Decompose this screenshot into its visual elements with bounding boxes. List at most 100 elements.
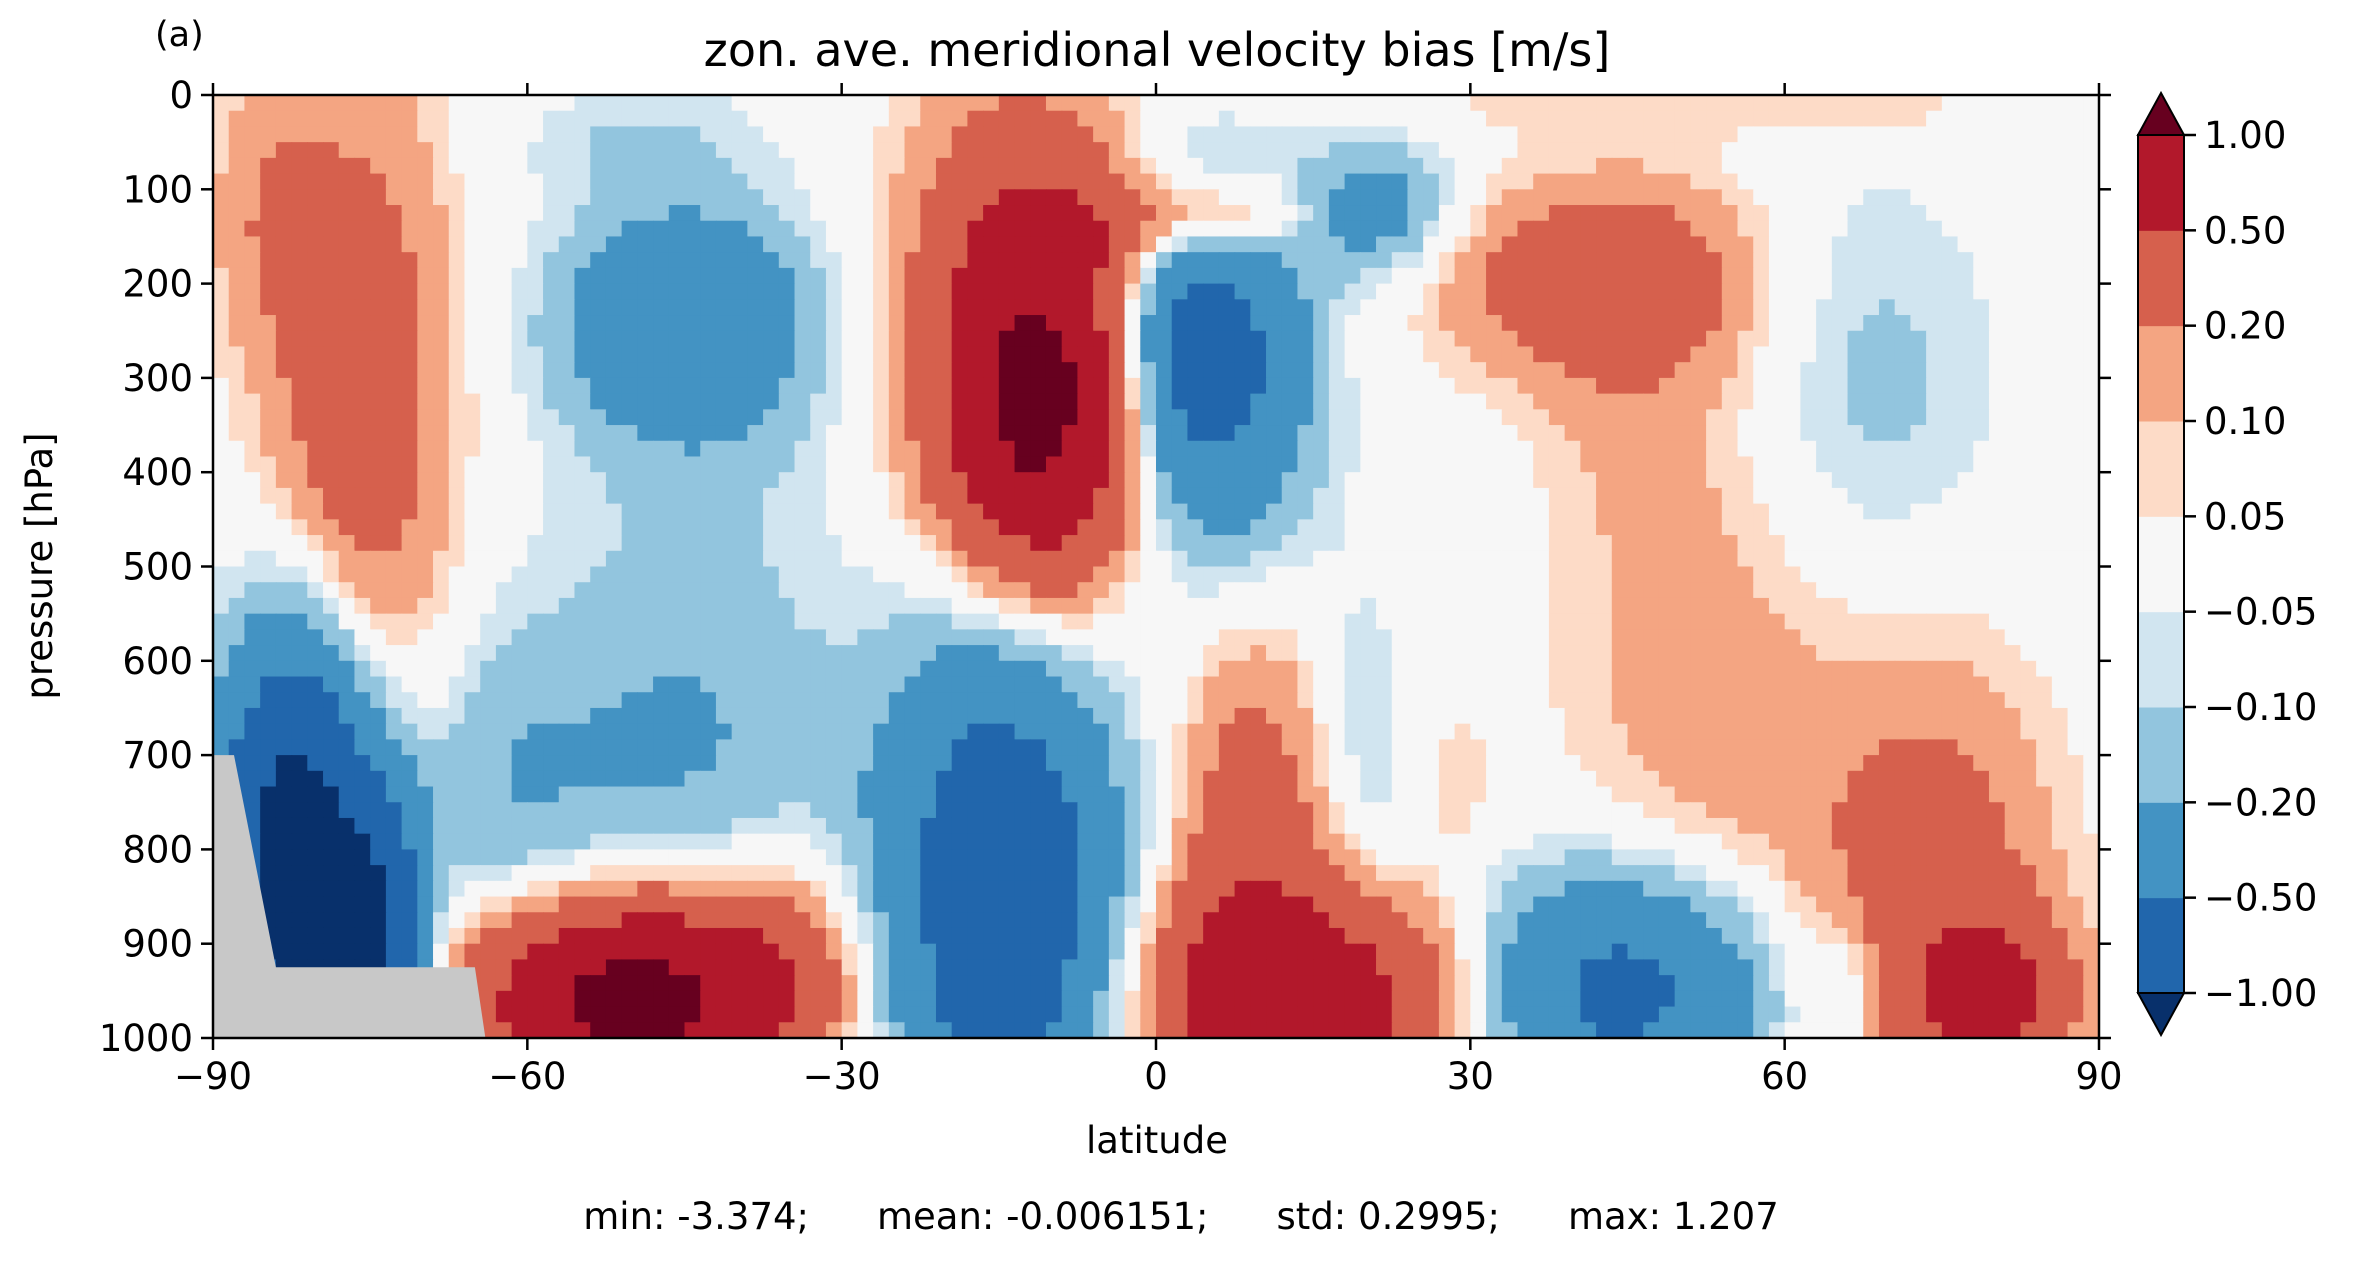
contour-cell <box>873 283 890 300</box>
contour-cell <box>543 660 560 678</box>
contour-cell <box>1218 487 1236 505</box>
contour-cell <box>1187 425 1204 442</box>
contour-cell <box>511 503 528 520</box>
contour-cell <box>1533 220 1550 238</box>
contour-cell <box>653 456 670 473</box>
contour-cell <box>1171 189 1189 206</box>
contour-cell <box>511 110 528 128</box>
contour-cell <box>1045 566 1063 583</box>
contour-cell <box>433 566 450 583</box>
contour-cell <box>1266 409 1283 426</box>
contour-cell <box>1093 613 1110 630</box>
contour-cell <box>1517 676 1534 693</box>
contour-cell <box>1360 142 1377 159</box>
contour-cell <box>983 582 1000 599</box>
contour-cell <box>1171 220 1189 238</box>
contour-cell <box>213 189 230 206</box>
contour-cell <box>1454 456 1471 473</box>
contour-cell <box>637 739 654 756</box>
contour-cell <box>1988 692 2006 709</box>
contour-cell <box>495 299 513 316</box>
contour-cell <box>260 110 277 128</box>
contour-cell <box>1266 645 1283 662</box>
contour-cell <box>1281 566 1299 583</box>
contour-cell <box>354 126 371 143</box>
contour-cell <box>1737 535 1754 552</box>
contour-cell <box>1658 425 1676 442</box>
contour-cell <box>1407 503 1424 520</box>
contour-cell <box>1910 676 1927 693</box>
contour-cell <box>1391 236 1409 253</box>
contour-cell <box>1533 456 1550 473</box>
contour-cell <box>1486 676 1503 693</box>
contour-cell <box>1124 550 1141 568</box>
contour-cell <box>1674 535 1691 552</box>
contour-cell <box>998 425 1016 442</box>
contour-cell <box>747 660 764 678</box>
contour-cell <box>841 252 858 269</box>
contour-cell <box>1203 126 1220 143</box>
contour-cell <box>1218 613 1236 630</box>
contour-cell <box>1344 173 1361 190</box>
contour-cell <box>1784 440 1801 458</box>
contour-cell <box>1454 597 1471 615</box>
contour-cell <box>417 110 434 128</box>
contour-cell <box>1297 346 1314 363</box>
contour-cell <box>2036 126 2053 143</box>
contour-cell <box>1250 535 1267 552</box>
contour-cell <box>1171 330 1189 348</box>
contour-cell <box>1124 236 1141 253</box>
contour-cell <box>448 126 466 143</box>
contour-cell <box>1470 267 1487 285</box>
contour-cell <box>1171 315 1189 332</box>
contour-cell <box>1328 739 1346 756</box>
contour-cell <box>228 456 246 473</box>
contour-cell <box>1596 362 1613 379</box>
contour-cell <box>1533 613 1550 630</box>
contour-cell <box>1863 456 1880 473</box>
contour-cell <box>653 425 670 442</box>
contour-cell <box>228 629 246 646</box>
contour-cell <box>543 550 560 568</box>
contour-cell <box>480 205 497 222</box>
contour-cell <box>495 440 513 458</box>
contour-cell <box>1014 377 1031 395</box>
contour-cell <box>888 126 906 143</box>
contour-cell <box>1281 330 1299 348</box>
contour-cell <box>1973 205 1990 222</box>
contour-cell <box>1093 519 1110 536</box>
contour-cell <box>825 377 843 395</box>
contour-cell <box>1784 315 1801 332</box>
contour-cell <box>1784 456 1801 473</box>
contour-cell <box>338 409 356 426</box>
contour-cell <box>1517 660 1534 678</box>
contour-cell <box>1611 535 1629 552</box>
contour-cell <box>1800 707 1817 725</box>
contour-cell <box>2004 550 2022 568</box>
contour-cell <box>354 660 371 678</box>
contour-cell <box>1407 707 1424 725</box>
contour-cell <box>794 613 811 630</box>
contour-cell <box>621 440 638 458</box>
contour-cell <box>1816 707 1833 725</box>
contour-cell <box>1360 503 1377 520</box>
contour-cell <box>1313 409 1330 426</box>
contour-cell <box>543 346 560 363</box>
contour-cell <box>1957 157 1974 175</box>
contour-cell <box>1596 157 1613 175</box>
contour-cell <box>841 409 858 426</box>
contour-cell <box>1753 692 1770 709</box>
contour-cell <box>1690 252 1707 269</box>
contour-cell <box>448 597 466 615</box>
contour-cell <box>448 660 466 678</box>
contour-cell <box>1218 126 1236 143</box>
contour-cell <box>1973 95 1990 112</box>
contour-cell <box>2083 299 2099 316</box>
contour-cell <box>935 692 953 709</box>
contour-cell <box>857 440 874 458</box>
contour-cell <box>1941 220 1959 238</box>
contour-cell <box>1564 425 1581 442</box>
contour-cell <box>1816 330 1833 348</box>
contour-cell <box>275 613 293 630</box>
contour-cell <box>605 236 623 253</box>
